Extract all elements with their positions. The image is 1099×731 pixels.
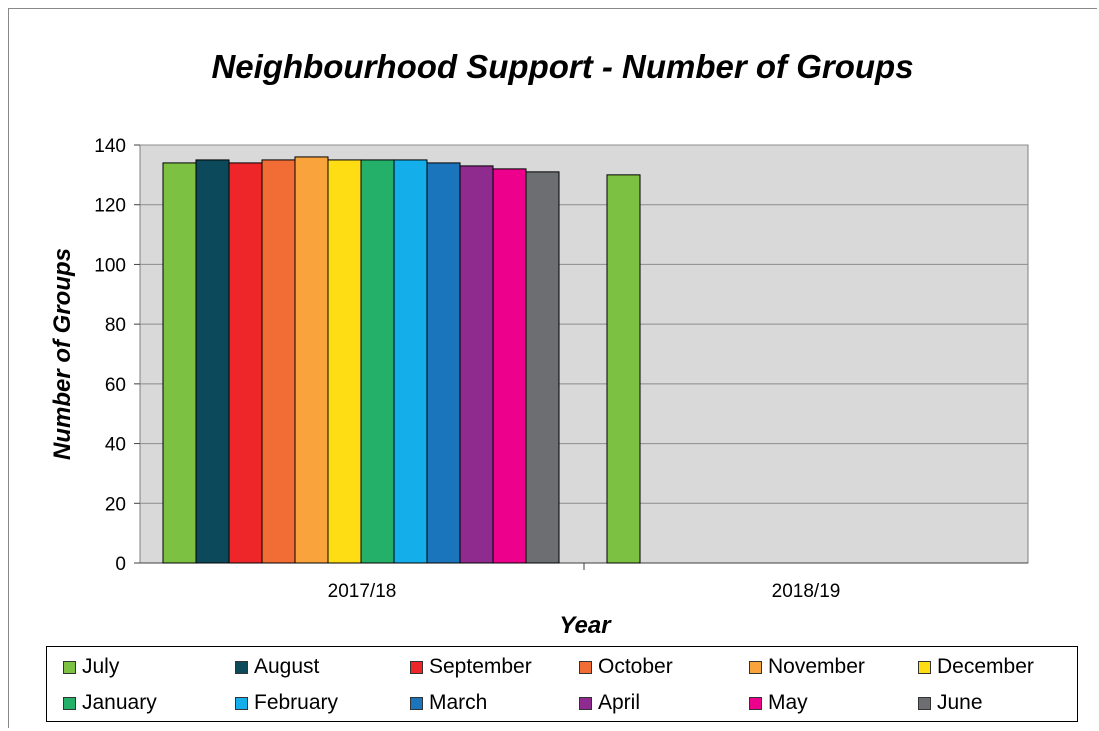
legend-swatch [918, 696, 931, 710]
bar-october-0 [261, 159, 296, 564]
chart-frame [8, 8, 1097, 728]
legend-item-may: May [749, 691, 808, 715]
legend-label: April [598, 691, 641, 714]
bar-july-1 [606, 174, 641, 564]
y-tick-label: 120 [94, 196, 126, 217]
legend-swatch [749, 696, 762, 710]
y-tick-label: 80 [105, 315, 126, 336]
legend-item-march: March [410, 691, 487, 715]
legend-item-august: August [235, 655, 319, 679]
legend-swatch [63, 660, 76, 674]
legend-label: February [254, 691, 339, 714]
bar-may-0 [492, 168, 527, 564]
x-axis-label: Year [559, 612, 612, 639]
legend-label: September [429, 655, 532, 678]
legend: July August September October November Decemb… [46, 646, 1078, 722]
bar-july-0 [162, 162, 197, 564]
legend-item-october: October [579, 655, 673, 679]
legend-label: May [768, 691, 808, 714]
legend-swatch [410, 696, 423, 710]
y-tick-label: 40 [105, 435, 126, 456]
bar-december-0 [327, 159, 362, 564]
legend-item-april: April [579, 691, 640, 715]
legend-swatch [918, 660, 931, 674]
y-tick-label: 20 [105, 494, 126, 515]
legend-label: January [82, 691, 157, 714]
bar-april-0 [459, 165, 494, 564]
x-category-label: 2017/18 [328, 581, 397, 602]
legend-swatch [579, 660, 592, 674]
legend-label: July [82, 655, 120, 678]
bar-january-0 [360, 159, 395, 564]
legend-label: March [429, 691, 488, 714]
y-tick-label: 0 [115, 554, 126, 575]
legend-label: June [937, 691, 983, 714]
bar-september-0 [228, 162, 263, 564]
x-axis-categories: 2017/18 2018/19 [328, 563, 841, 602]
y-tick-label: 60 [105, 375, 126, 396]
legend-item-november: November [749, 655, 865, 679]
bars [162, 156, 641, 564]
legend-label: October [598, 655, 673, 678]
bar-november-0 [294, 156, 329, 564]
legend-item-july: July [63, 655, 119, 679]
bar-august-0 [195, 159, 230, 564]
legend-swatch [63, 696, 76, 710]
chart-title: Neighbourhood Support - Number of Groups [211, 48, 914, 85]
bar-february-0 [393, 159, 428, 564]
legend-label: November [768, 655, 865, 678]
legend-swatch [579, 696, 592, 710]
y-tick-label: 140 [94, 136, 126, 157]
legend-label: December [937, 655, 1034, 678]
legend-item-september: September [410, 655, 532, 679]
legend-swatch [235, 696, 248, 710]
bar-june-0 [525, 171, 560, 564]
legend-swatch [749, 660, 762, 674]
y-tick-label: 100 [94, 255, 126, 276]
bar-march-0 [426, 162, 461, 564]
legend-swatch [235, 660, 248, 674]
legend-label: August [254, 655, 320, 678]
legend-item-december: December [918, 655, 1034, 679]
x-category-label: 2018/19 [772, 581, 841, 602]
legend-item-june: June [918, 691, 983, 715]
legend-swatch [410, 660, 423, 674]
legend-item-january: January [63, 691, 157, 715]
y-axis-label: Number of Groups [49, 248, 76, 460]
y-axis-ticks: 0 20 40 60 80 100 120 140 [94, 136, 140, 575]
legend-item-february: February [235, 691, 338, 715]
